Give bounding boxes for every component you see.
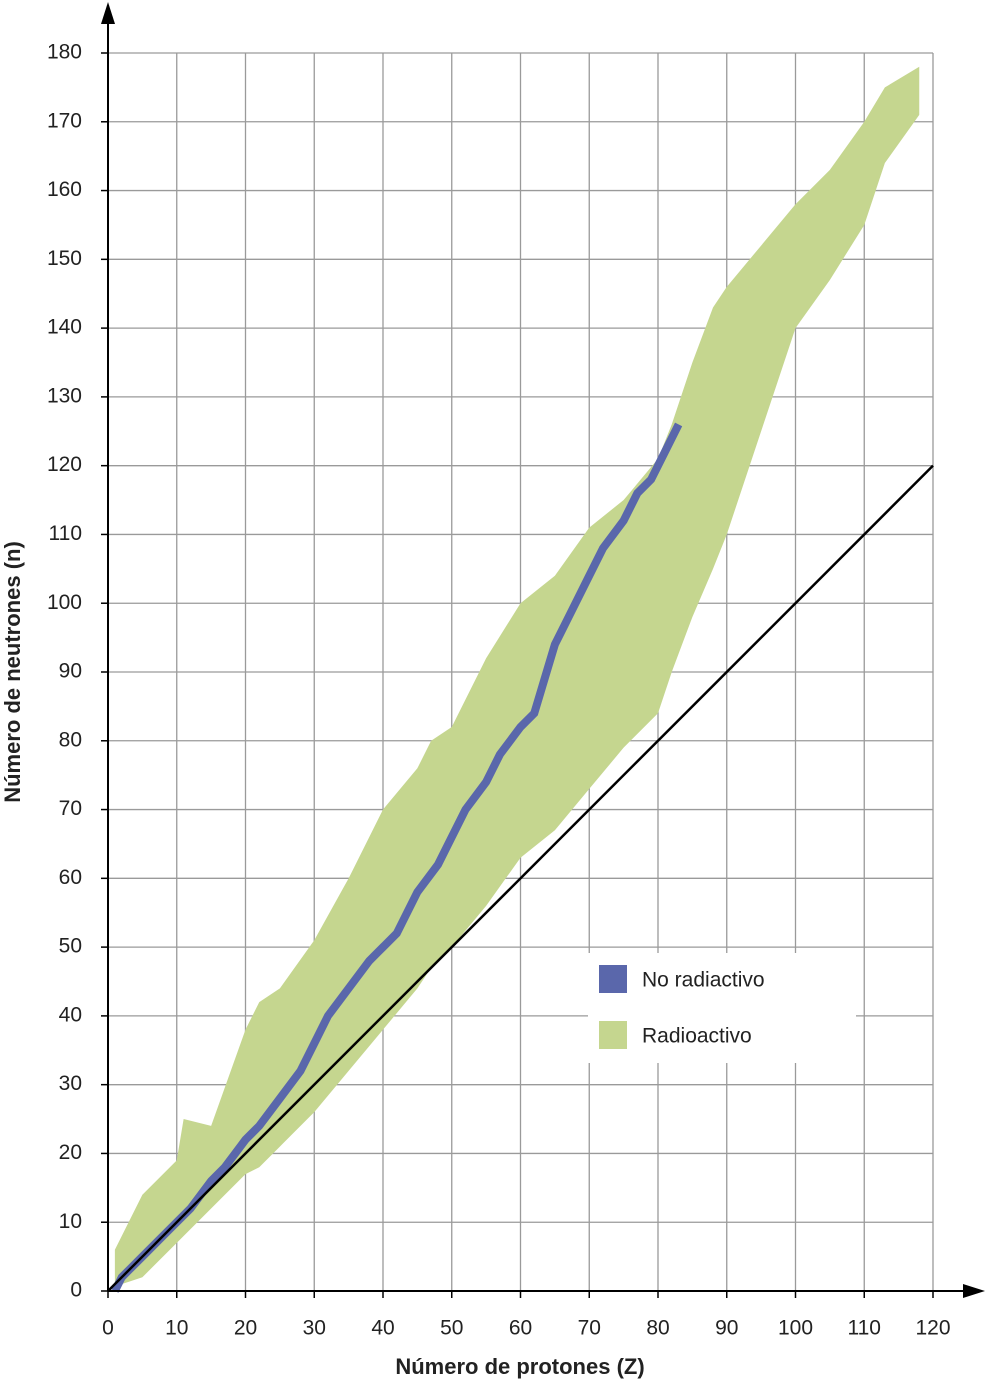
y-tick-label: 100 (47, 591, 82, 614)
y-tick-label: 160 (47, 178, 82, 201)
y-tick-label: 20 (59, 1141, 82, 1164)
y-tick-label: 90 (59, 660, 82, 683)
x-tick-label: 40 (371, 1317, 394, 1340)
y-tick-label: 70 (59, 797, 82, 820)
x-tick-label: 10 (165, 1317, 188, 1340)
legend-swatch (599, 965, 627, 993)
radioactive-band (114, 66, 920, 1291)
reference-line (107, 464, 934, 1292)
y-tick-label: 80 (59, 728, 82, 751)
y-tick-label: 130 (47, 384, 82, 407)
y-tick-label: 110 (49, 522, 82, 545)
x-tick-label: 110 (848, 1317, 881, 1340)
x-tick-label: 70 (578, 1317, 601, 1340)
y-tick-label: 120 (47, 453, 82, 476)
legend-label: No radiactivo (642, 969, 765, 992)
y-tick-label: 60 (59, 866, 82, 889)
y-tick-label: 30 (59, 1072, 82, 1095)
x-tick-label: 50 (440, 1317, 463, 1340)
y-tick-label: 40 (59, 1003, 82, 1026)
x-tick-label: 90 (715, 1317, 738, 1340)
legend-swatch (599, 1021, 627, 1049)
x-tick-label: 80 (646, 1317, 669, 1340)
x-tick-label: 0 (102, 1317, 114, 1340)
y-tick-label: 0 (70, 1279, 82, 1302)
y-axis-label: Número de neutrones (n) (0, 541, 25, 803)
y-tick-label: 150 (47, 247, 82, 270)
y-tick-label: 170 (47, 109, 82, 132)
legend-label: Radioactivo (642, 1025, 752, 1048)
x-axis-arrow (963, 1284, 985, 1298)
x-axis-label: Número de protones (Z) (395, 1354, 644, 1379)
x-tick-label: 60 (509, 1317, 532, 1340)
x-tick-label: 20 (234, 1317, 257, 1340)
x-tick-label: 100 (778, 1317, 813, 1340)
y-axis-arrow (101, 2, 115, 24)
y-tick-label: 140 (47, 316, 82, 339)
stable-line (111, 422, 683, 1293)
y-tick-label: 10 (59, 1210, 82, 1233)
y-tick-label: 180 (47, 41, 82, 64)
y-tick-label: 50 (59, 935, 82, 958)
legend-box (588, 953, 856, 1063)
x-tick-label: 30 (303, 1317, 326, 1340)
x-tick-label: 120 (915, 1317, 950, 1340)
